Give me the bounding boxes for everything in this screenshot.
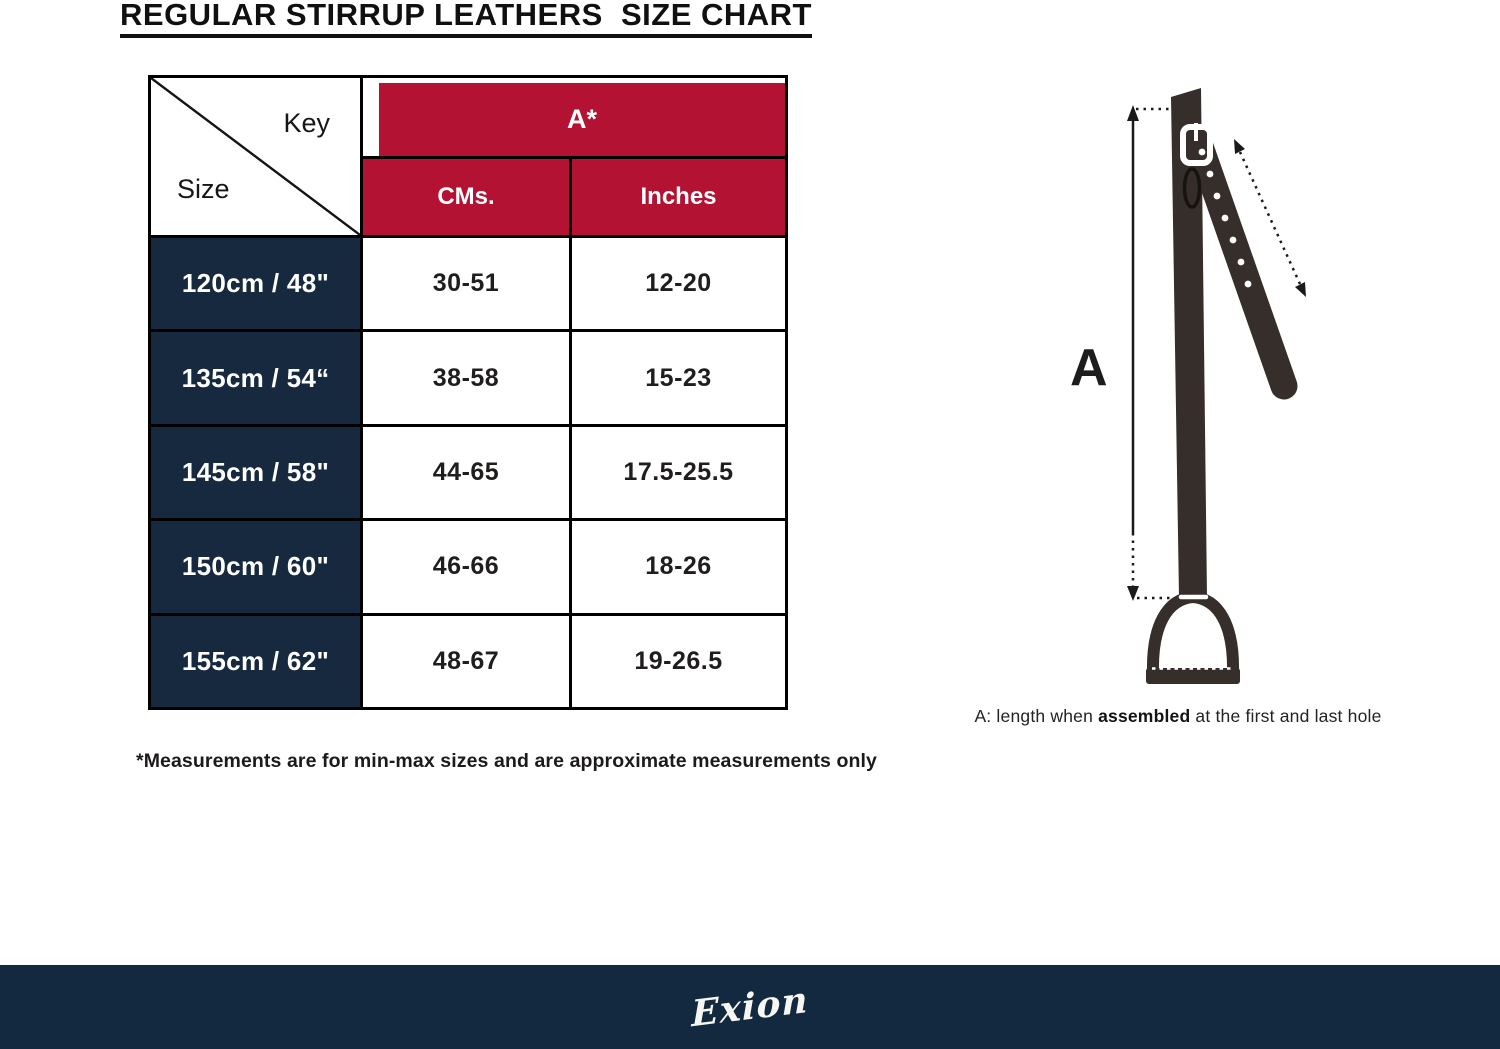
cms-cell-row3: 44-65 — [363, 426, 569, 519]
stirrup-iron — [1146, 590, 1240, 684]
footer-bar: Exion — [0, 965, 1500, 1049]
caption-suffix: at the first and last hole — [1190, 706, 1382, 726]
inches-cell-row3: 17.5-25.5 — [572, 426, 785, 519]
inches-cell-row5: 19-26.5 — [572, 615, 785, 707]
cms-cell-row1: 30-51 — [363, 238, 569, 330]
table-corner-cell: Key Size — [151, 78, 360, 235]
measurements-footnote: *Measurements are for min-max sizes and … — [136, 750, 878, 772]
size-cell-row4: 150cm / 60" — [151, 521, 360, 613]
corner-size-label: Size — [177, 174, 230, 204]
size-cell-row5: 155cm / 62" — [151, 615, 360, 707]
group-header-cell: A* — [363, 78, 785, 156]
column-header-inches: Inches — [572, 159, 785, 235]
cms-cell-row5: 48-67 — [363, 615, 569, 707]
brand-logo: Exion — [691, 978, 809, 1036]
stirrup-leather-strap — [1171, 88, 1207, 597]
buckle-strap-measure-arrow — [1234, 139, 1306, 297]
size-cell-row3: 145cm / 58" — [151, 426, 360, 519]
page-title: REGULAR STIRRUP LEATHERS SIZE CHART — [120, 0, 812, 38]
inches-cell-row2: 15-23 — [572, 332, 785, 424]
cms-cell-row4: 46-66 — [363, 521, 569, 613]
dimension-a-label: A — [1070, 339, 1108, 397]
size-table: Key Size A* CMs. Inches 120cm / 48" 30-5… — [148, 75, 788, 710]
cms-cell-row2: 38-58 — [363, 332, 569, 424]
inches-cell-row4: 18-26 — [572, 521, 785, 613]
caption-bold-word: assembled — [1098, 706, 1191, 726]
size-cell-row1: 120cm / 48" — [151, 238, 360, 330]
stirrup-leather-illustration — [1127, 88, 1306, 684]
corner-key-label: Key — [283, 108, 330, 138]
illustration-caption: A: length when assembled at the first an… — [958, 706, 1398, 727]
keeper-loop — [1182, 167, 1202, 209]
size-cell-row2: 135cm / 54“ — [151, 332, 360, 424]
buckle-strap — [1183, 124, 1298, 400]
diagonal-divider-line — [151, 78, 360, 235]
buckle-icon — [1180, 123, 1213, 166]
column-header-cms: CMs. — [363, 159, 569, 235]
caption-prefix: A: length when — [974, 706, 1099, 726]
dimension-a-arrow — [1127, 105, 1178, 601]
group-header-label: A* — [379, 83, 785, 156]
inches-cell-row1: 12-20 — [572, 238, 785, 330]
